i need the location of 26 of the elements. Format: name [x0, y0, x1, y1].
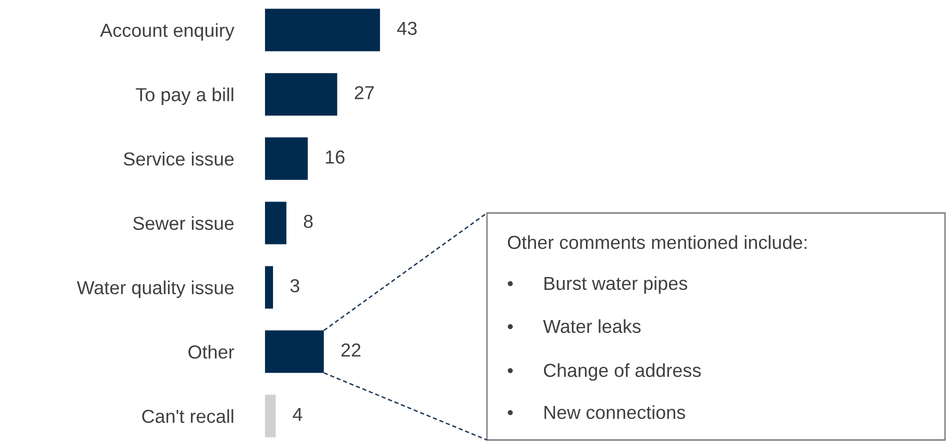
bar — [265, 266, 274, 309]
text: • Change of address — [508, 363, 701, 381]
data-label: 27 — [354, 86, 374, 100]
y-tick-label: Other — [188, 344, 234, 359]
text: • Water leaks — [508, 319, 641, 334]
text: • New connections — [508, 405, 686, 420]
y-tick-label: Service issue — [124, 152, 234, 166]
y-tick-label: Can't recall — [142, 409, 234, 423]
data-label: 22 — [341, 343, 360, 357]
y-tick-label: To pay a bill — [136, 88, 234, 106]
text: Other comments mentioned include: — [508, 235, 806, 250]
y-tick-label: Sewer issue — [133, 216, 234, 230]
bar — [265, 330, 324, 373]
bar — [265, 202, 286, 244]
data-label: 4 — [292, 408, 302, 421]
y-tick-label: Water quality issue — [76, 280, 234, 298]
data-label: 3 — [290, 279, 300, 292]
y-tick-label: Account enquiry — [100, 23, 234, 41]
bar — [265, 394, 276, 438]
data-label: 16 — [326, 150, 344, 164]
bar — [265, 137, 308, 180]
bar — [265, 73, 338, 116]
text: • Burst water pipes — [508, 276, 688, 294]
data-label: 43 — [397, 22, 417, 36]
data-label: 8 — [304, 214, 313, 228]
bar — [265, 8, 380, 52]
